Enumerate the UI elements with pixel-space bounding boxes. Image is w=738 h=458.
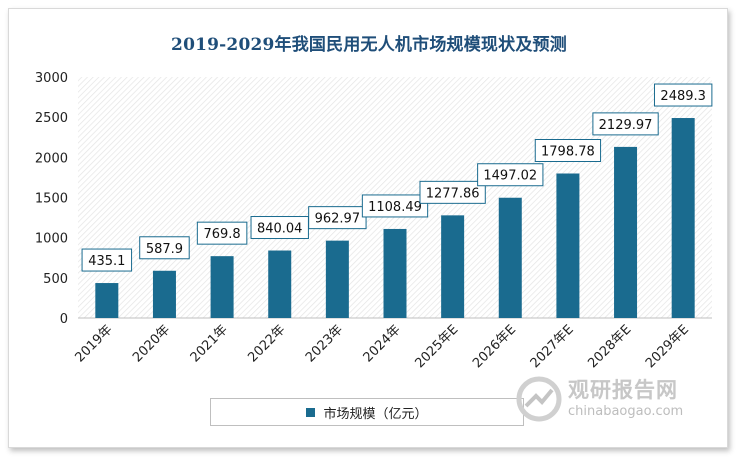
data-label: 587.9 bbox=[146, 242, 183, 257]
data-label-box bbox=[308, 206, 367, 230]
y-tick-label: 500 bbox=[43, 272, 68, 287]
y-tick-label: 3000 bbox=[35, 71, 68, 86]
x-tick-label: 2021年 bbox=[188, 322, 231, 365]
data-label-box bbox=[592, 112, 659, 136]
x-tick-label: 2025年E bbox=[412, 322, 461, 371]
legend: 市场规模（亿元） bbox=[210, 398, 524, 426]
x-tick-label: 2029年E bbox=[643, 322, 692, 371]
data-label-box bbox=[361, 194, 429, 218]
data-label: 1497.02 bbox=[483, 169, 537, 184]
bar bbox=[325, 240, 349, 318]
data-label-box bbox=[196, 221, 248, 245]
watermark-cn: 观研报告网 bbox=[568, 378, 678, 402]
data-label: 1277.86 bbox=[426, 186, 480, 201]
bar bbox=[95, 283, 119, 318]
bar bbox=[498, 197, 522, 318]
chart-title: 2019-2029年我国民用无人机市场规模现状及预测 bbox=[171, 35, 567, 55]
bar bbox=[152, 270, 176, 318]
y-tick-label: 2000 bbox=[35, 151, 68, 166]
watermark-logo-icon bbox=[516, 376, 562, 422]
data-label: 435.1 bbox=[88, 254, 125, 269]
x-tick-label: 2022年 bbox=[245, 322, 288, 365]
y-tick-label: 2500 bbox=[35, 111, 68, 126]
data-label: 1108.49 bbox=[368, 200, 422, 215]
legend-label: 市场规模（亿元） bbox=[323, 406, 428, 422]
x-tick-label: 2023年 bbox=[303, 322, 346, 365]
bar bbox=[671, 118, 695, 318]
data-label: 2129.97 bbox=[599, 118, 653, 133]
x-tick-label: 2027年E bbox=[528, 322, 577, 371]
y-tick-label: 0 bbox=[60, 312, 68, 327]
x-tick-label: 2028年E bbox=[585, 322, 634, 371]
data-label-box bbox=[139, 236, 190, 260]
data-label: 962.97 bbox=[315, 212, 361, 227]
bar bbox=[614, 146, 638, 318]
watermark: 观研报告网 chinabaogao.com bbox=[512, 370, 722, 432]
data-label: 769.8 bbox=[203, 227, 240, 242]
data-label: 1798.78 bbox=[541, 144, 595, 159]
data-label-box bbox=[534, 138, 602, 162]
y-tick-label: 1500 bbox=[35, 192, 68, 207]
bar bbox=[441, 215, 465, 318]
data-label-box bbox=[81, 248, 133, 272]
legend-swatch bbox=[306, 407, 316, 417]
bar bbox=[210, 256, 234, 318]
bar bbox=[556, 173, 580, 318]
bar bbox=[383, 228, 407, 318]
data-label-box bbox=[419, 180, 486, 204]
bar bbox=[268, 250, 292, 318]
data-label: 2489.3 bbox=[660, 89, 706, 104]
data-label-box bbox=[477, 163, 544, 187]
x-tick-label: 2026年E bbox=[470, 322, 519, 371]
watermark-url: chinabaogao.com bbox=[568, 404, 684, 419]
y-tick-label: 1000 bbox=[35, 232, 68, 247]
data-label-box bbox=[653, 83, 713, 107]
x-tick-label: 2020年 bbox=[130, 322, 173, 365]
x-tick-label: 2019年 bbox=[72, 322, 115, 365]
x-tick-label: 2024年 bbox=[361, 322, 404, 365]
data-label: 840.04 bbox=[257, 222, 303, 237]
